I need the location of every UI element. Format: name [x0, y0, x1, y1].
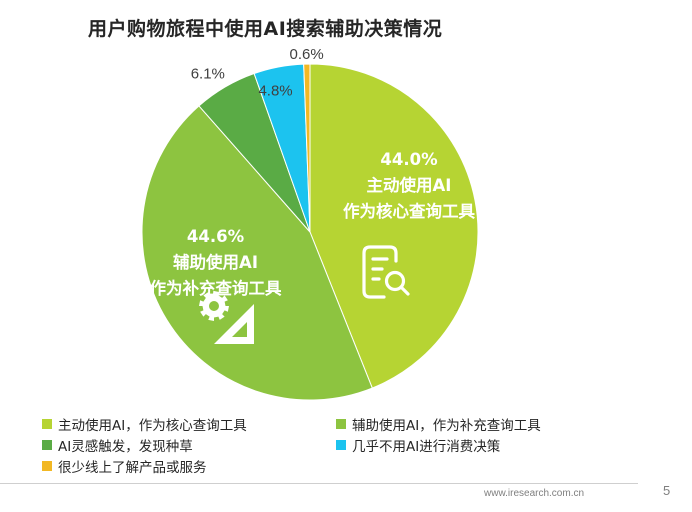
pie-slice	[309, 63, 479, 389]
page-number: 5	[663, 483, 671, 498]
legend-item: 很少线上了解产品或服务	[42, 456, 207, 476]
gear-shape	[199, 291, 229, 321]
data-label: 44.6%	[187, 227, 245, 246]
legend-item: 辅助使用AI，作为补充查询工具	[336, 414, 541, 434]
legend-swatch	[336, 440, 346, 450]
slice-category-label: 作为核心查询工具	[343, 201, 476, 221]
legend-swatch	[42, 419, 52, 429]
legend-swatch	[42, 440, 52, 450]
data-label: 44.0%	[380, 150, 438, 169]
inner-labels: 44.0% 主动使用AI 作为核心查询工具 44.6% 辅助使用AI 作为补充查询工具	[150, 150, 476, 298]
search-document-icon	[362, 245, 410, 299]
legend-swatch	[42, 461, 52, 471]
legend-label: 很少线上了解产品或服务	[58, 460, 207, 476]
pie-slices	[141, 63, 479, 401]
pie-slice	[303, 63, 311, 233]
gear-triangle-icon	[199, 291, 254, 344]
legend-label: 主动使用AI，作为核心查询工具	[58, 418, 247, 434]
data-label: 4.8%	[258, 82, 292, 99]
pie-slice	[141, 105, 373, 401]
slice-category-label: 辅助使用AI	[173, 252, 258, 272]
legend-swatch	[336, 419, 346, 429]
legend-label: 辅助使用AI，作为补充查询工具	[352, 418, 541, 434]
legend-item: 几乎不用AI进行消费决策	[336, 435, 500, 455]
outer-labels: 6.1% 4.8% 0.6%	[191, 46, 324, 99]
footer-url: www.iresearch.com.cn	[484, 488, 585, 499]
legend-item: 主动使用AI，作为核心查询工具	[42, 414, 247, 434]
data-label: 0.6%	[290, 46, 324, 63]
data-label: 6.1%	[191, 65, 225, 82]
legend-label: 几乎不用AI进行消费决策	[352, 439, 501, 455]
pie-chart: 6.1% 4.8% 0.6% 44.0% 主动使用AI 作为核心查询工具 44.6% 辅助使…	[141, 46, 479, 401]
legend-label: AI灵感触发，发现种草	[58, 439, 193, 455]
slice-category-label: 作为补充查询工具	[150, 278, 283, 298]
footer-divider	[0, 483, 638, 484]
legend-item: AI灵感触发，发现种草	[42, 435, 193, 455]
slice-category-label: 主动使用AI	[367, 175, 452, 195]
page-title: 用户购物旅程中使用AI搜索辅助决策情况	[88, 18, 443, 40]
